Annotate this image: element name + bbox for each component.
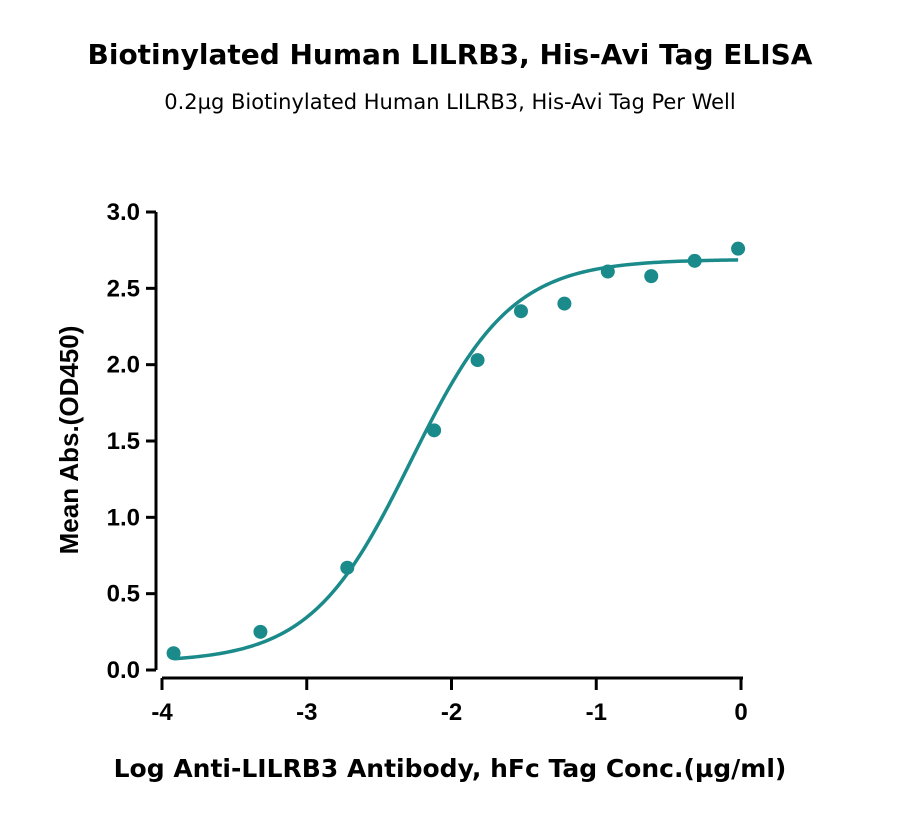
x-tick-label: -3: [296, 699, 317, 726]
y-tick-label: 0.0: [107, 657, 140, 684]
x-tick-label: 0: [734, 699, 747, 726]
data-point: [470, 353, 485, 368]
chart-subtitle: 0.2µg Biotinylated Human LILRB3, His-Avi…: [164, 90, 736, 114]
data-point: [427, 423, 442, 438]
data-point: [600, 264, 615, 279]
x-tick-label: -2: [441, 699, 462, 726]
fit-curve: [173, 258, 739, 661]
data-points-layer: [166, 241, 746, 661]
y-axis-label: Mean Abs.(OD450): [54, 326, 84, 555]
data-point: [557, 296, 572, 311]
data-point: [644, 269, 659, 284]
x-tick-label: -4: [151, 699, 173, 726]
y-tick-label: 1.0: [107, 504, 140, 531]
x-axis-label: Log Anti-LILRB3 Antibody, hFc Tag Conc.(…: [114, 754, 787, 783]
x-tick-label: -1: [586, 699, 607, 726]
data-point: [340, 560, 355, 575]
labels-layer: Mean Abs.(OD450) Log Anti-LILRB3 Antibod…: [54, 326, 786, 783]
data-point: [731, 241, 746, 256]
data-point: [253, 624, 268, 639]
axes: 0.0 0.5 1.0 1.5 2.0 2.5 3.0 -4 -3 -2 -1 0: [107, 199, 748, 726]
data-point: [166, 646, 181, 661]
y-tick-label: 2.5: [107, 275, 140, 302]
fit-curve-layer: [173, 258, 739, 661]
y-tick-label: 3.0: [107, 199, 140, 226]
y-tick-label: 1.5: [107, 428, 140, 455]
data-point: [513, 304, 528, 319]
y-tick-label: 0.5: [107, 581, 140, 608]
y-tick-label: 2.0: [107, 352, 140, 379]
chart-title: Biotinylated Human LILRB3, His-Avi Tag E…: [87, 38, 813, 71]
data-point: [687, 253, 702, 268]
